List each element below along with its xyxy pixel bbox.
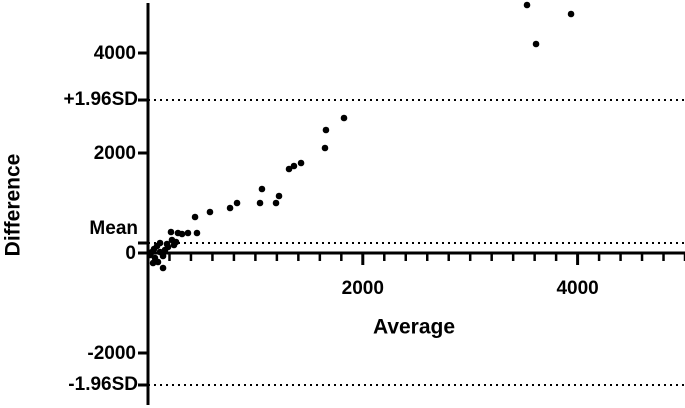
y-tick-label: Mean (89, 218, 138, 239)
data-point (275, 192, 283, 200)
data-point (174, 229, 182, 237)
data-point (206, 208, 214, 216)
y-tick-label: 4000 (94, 43, 136, 64)
x-tick-label: 4000 (556, 278, 598, 299)
data-point (256, 199, 264, 207)
data-point (340, 114, 348, 122)
data-point (322, 126, 330, 134)
y-tick-label: -2000 (87, 343, 136, 364)
data-point (191, 213, 199, 221)
data-point (159, 252, 167, 260)
data-point (154, 258, 162, 266)
data-point (290, 162, 298, 170)
data-point (167, 228, 175, 236)
y-tick-label: +1.96SD (64, 89, 138, 110)
data-point (567, 10, 575, 18)
data-point (523, 1, 531, 9)
data-point (164, 243, 172, 251)
y-tick-label: 0 (125, 243, 136, 264)
data-point (272, 199, 280, 207)
data-point (258, 185, 266, 193)
data-point (146, 251, 154, 259)
data-point (233, 199, 241, 207)
data-point (532, 40, 540, 48)
y-axis-title: Difference (2, 154, 25, 257)
data-point (285, 165, 293, 173)
data-point (170, 241, 178, 249)
data-point (193, 229, 201, 237)
data-point (184, 229, 192, 237)
x-axis-title: Average (373, 316, 455, 339)
data-point (321, 144, 329, 152)
data-point (159, 264, 167, 272)
x-tick-label: 2000 (342, 278, 384, 299)
data-point (149, 259, 157, 267)
y-tick-label: -1.96SD (68, 374, 138, 395)
data-point (226, 204, 234, 212)
y-tick-label: 2000 (94, 143, 136, 164)
data-point (297, 159, 305, 167)
